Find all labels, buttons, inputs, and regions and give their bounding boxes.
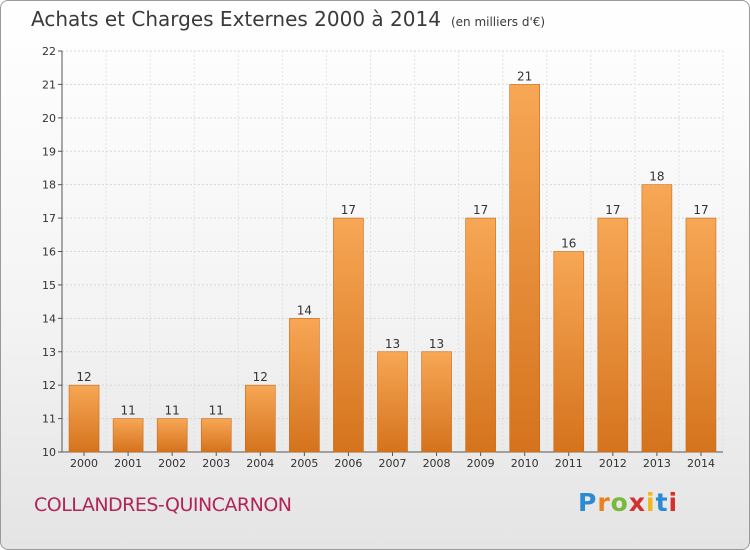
- bar-2006: [333, 217, 364, 453]
- y-tick-label: 22: [42, 45, 56, 58]
- y-tick-label: 19: [42, 145, 56, 158]
- bar-2011: [553, 251, 585, 453]
- bar-2009: [465, 217, 496, 453]
- y-tick-label: 15: [42, 279, 56, 292]
- y-tick-label: 12: [42, 379, 56, 392]
- y-tick-label: 17: [42, 212, 56, 225]
- logo-letter: o: [610, 488, 629, 517]
- y-tick-label: 16: [42, 246, 56, 259]
- bar-2005: [289, 318, 320, 453]
- bar-2007: [377, 351, 408, 453]
- bar-2002: [156, 418, 188, 453]
- bar-layer: [68, 84, 717, 453]
- x-tick-label: 2003: [202, 457, 230, 470]
- bar-value-label: 12: [76, 370, 91, 384]
- bar-value-label: 11: [165, 404, 180, 418]
- proxiti-logo[interactable]: Proxiti: [578, 488, 678, 517]
- bar-2001: [112, 418, 144, 453]
- bar-value-label: 13: [385, 337, 400, 351]
- y-tick-label: 14: [42, 312, 56, 325]
- y-tick-label: 11: [42, 413, 56, 426]
- label-layer: 10 11 12 13 14 15 16 17 18 19 20 21 22 12 2000 11 2001 11…: [42, 45, 715, 470]
- bar-value-label: 17: [693, 203, 708, 217]
- bar-2014: [685, 217, 717, 453]
- logo-letter: r: [597, 488, 611, 517]
- x-tick-label: 2011: [555, 457, 583, 470]
- bar-2003: [200, 418, 232, 453]
- bar-2013: [641, 184, 673, 453]
- bar-value-label: 18: [649, 170, 664, 184]
- x-tick-label: 2004: [246, 457, 274, 470]
- commune-name: COLLANDRES-QUINCARNON: [34, 494, 292, 516]
- bar-value-label: 21: [517, 69, 532, 83]
- bar-value-label: 14: [297, 303, 312, 317]
- x-tick-label: 2007: [379, 457, 407, 470]
- bar-value-label: 16: [561, 237, 576, 251]
- title-text: Achats et Charges Externes 2000 à 2014: [31, 7, 441, 31]
- x-tick-label: 2000: [70, 457, 98, 470]
- x-tick-label: 2005: [290, 457, 318, 470]
- y-tick-label: 10: [42, 446, 56, 459]
- bar-value-label: 17: [605, 203, 620, 217]
- x-tick-label: 2002: [158, 457, 186, 470]
- x-tick-label: 2001: [114, 457, 142, 470]
- x-tick-label: 2008: [423, 457, 451, 470]
- bar-2000: [68, 384, 100, 453]
- logo-letter: P: [578, 488, 598, 517]
- bar-2008: [421, 351, 452, 453]
- y-tick-label: 20: [42, 112, 56, 125]
- x-tick-label: 2013: [643, 457, 671, 470]
- y-tick-label: 13: [42, 346, 56, 359]
- bar-value-label: 17: [341, 203, 356, 217]
- logo-letter: i: [668, 488, 679, 517]
- logo-letter: t: [655, 488, 669, 517]
- x-tick-label: 2009: [467, 457, 495, 470]
- chart-title: Achats et Charges Externes 2000 à 2014 (e…: [31, 7, 545, 31]
- x-tick-label: 2014: [687, 457, 715, 470]
- x-tick-label: 2010: [511, 457, 539, 470]
- logo-letter: i: [646, 488, 656, 517]
- bar-value-label: 17: [473, 203, 488, 217]
- bar-2010: [509, 84, 541, 453]
- x-tick-label: 2012: [599, 457, 627, 470]
- bar-value-label: 12: [253, 370, 268, 384]
- y-tick-label: 18: [42, 179, 56, 192]
- bar-value-label: 11: [120, 404, 135, 418]
- bar-2004: [245, 384, 276, 453]
- bar-2012: [597, 217, 629, 453]
- y-tick-label: 21: [42, 78, 56, 91]
- logo-letter: x: [628, 488, 646, 517]
- bar-value-label: 11: [209, 404, 224, 418]
- title-unit: (en milliers d'€): [450, 15, 546, 29]
- x-tick-label: 2006: [334, 457, 362, 470]
- bar-value-label: 13: [429, 337, 444, 351]
